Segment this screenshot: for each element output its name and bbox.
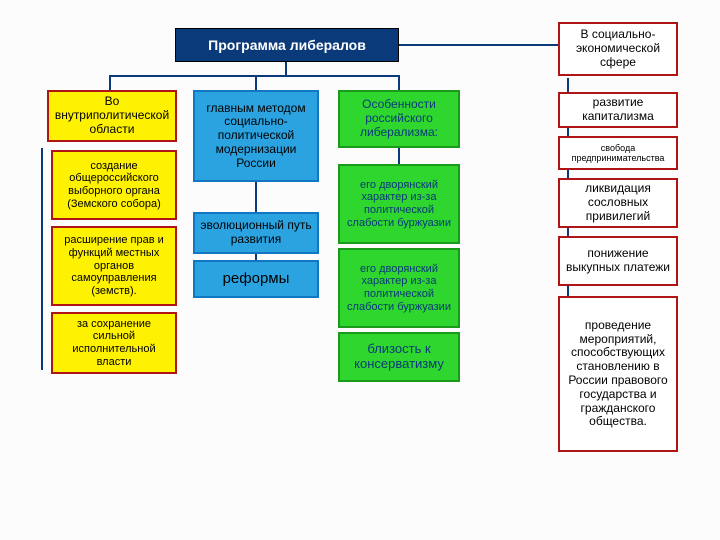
col3-text-3: близость к консерватизму [344,342,454,372]
col4-box-0: В социально-экономической сфере [558,22,678,76]
col2-box-1: эволюционный путь развития [193,212,319,254]
col4-text-1: развитие капитализма [564,96,672,124]
col3-text-0: Особенности российского либерализма: [344,98,454,139]
diagram-title: Программа либералов [175,28,399,62]
col1-box-3: за сохранение сильной исполнительной вла… [51,312,177,374]
col4-text-4: понижение выкупных платежи [564,247,672,275]
col1-text-2: расширение прав и функций местных органо… [57,234,171,297]
col4-box-3: ликвидация сословных привилегий [558,178,678,228]
col4-box-5: проведение мероприятий, способствующих с… [558,296,678,452]
col3-box-0: Особенности российского либерализма: [338,90,460,148]
col1-text-1: создание общероссийского выборного орган… [57,160,171,211]
col2-text-1: эволюционный путь развития [199,219,313,247]
col1-box-1: создание общероссийского выборного орган… [51,150,177,220]
col4-text-0: В социально-экономической сфере [564,28,672,69]
col3-box-2: его дворянский характер из-за политическ… [338,248,460,328]
col4-text-3: ликвидация сословных привилегий [564,182,672,223]
col2-box-0: главным методом социально-политической м… [193,90,319,182]
col4-box-4: понижение выкупных платежи [558,236,678,286]
col1-text-3: за сохранение сильной исполнительной вла… [57,318,171,369]
col3-text-1: его дворянский характер из-за политическ… [344,179,454,230]
col3-box-3: близость к консерватизму [338,332,460,382]
col4-box-1: развитие капитализма [558,92,678,128]
col3-box-1: его дворянский характер из-за политическ… [338,164,460,244]
col2-text-0: главным методом социально-политической м… [199,102,313,171]
col2-box-2: реформы [193,260,319,298]
col1-box-2: расширение прав и функций местных органо… [51,226,177,306]
col3-text-2: его дворянский характер из-за политическ… [344,263,454,314]
col1-box-0: Во внутриполитической области [47,90,177,142]
diagram-title-text: Программа либералов [208,37,366,53]
col4-text-5: проведение мероприятий, способствующих с… [564,319,672,429]
col2-text-2: реформы [223,270,290,287]
col1-text-0: Во внутриполитической области [53,95,171,136]
col4-text-2: свобода предпринимательства [564,143,672,164]
col4-box-2: свобода предпринимательства [558,136,678,170]
